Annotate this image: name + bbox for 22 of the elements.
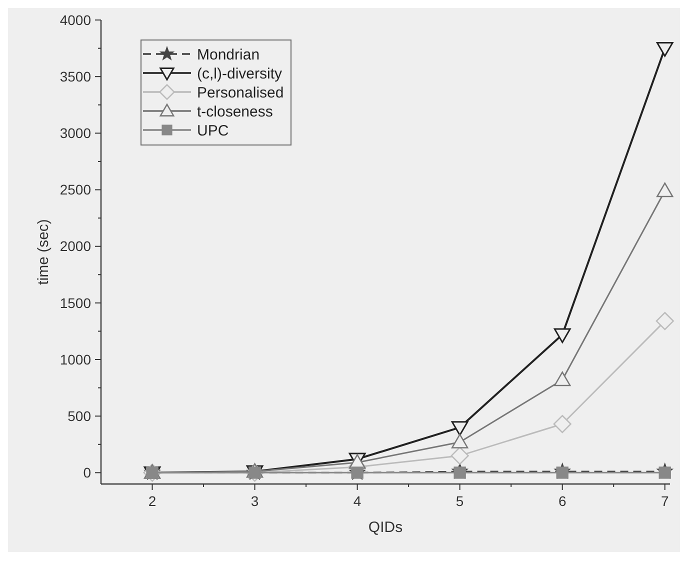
y-tick-label: 0 — [83, 464, 92, 481]
legend-label: Mondrian — [197, 46, 260, 64]
x-tick-label: 6 — [558, 493, 566, 509]
legend-label: UPC — [197, 122, 229, 140]
y-tick-label: 4000 — [60, 12, 92, 28]
y-tick-label: 3500 — [60, 68, 92, 84]
x-tick-label: 4 — [353, 493, 362, 509]
y-axis-title: time (sec) — [35, 219, 52, 285]
y-tick-label: 2000 — [60, 238, 92, 254]
y-tick-label: 1500 — [60, 294, 92, 311]
legend-label: t-closeness — [197, 103, 273, 120]
legend-label: Personalised — [197, 84, 284, 102]
x-axis-title: QIDs — [368, 519, 403, 536]
y-tick-label: 3000 — [60, 125, 92, 142]
y-tick-label: 2500 — [60, 182, 92, 198]
x-tick-label: 3 — [250, 493, 259, 509]
y-tick-label: 500 — [68, 408, 92, 424]
x-tick-label: 7 — [660, 493, 669, 509]
legend-label: (c,l)-diversity — [197, 65, 282, 82]
x-tick-label: 5 — [456, 493, 464, 509]
x-tick-label: 2 — [148, 493, 156, 509]
y-tick-label: 1000 — [60, 351, 92, 368]
